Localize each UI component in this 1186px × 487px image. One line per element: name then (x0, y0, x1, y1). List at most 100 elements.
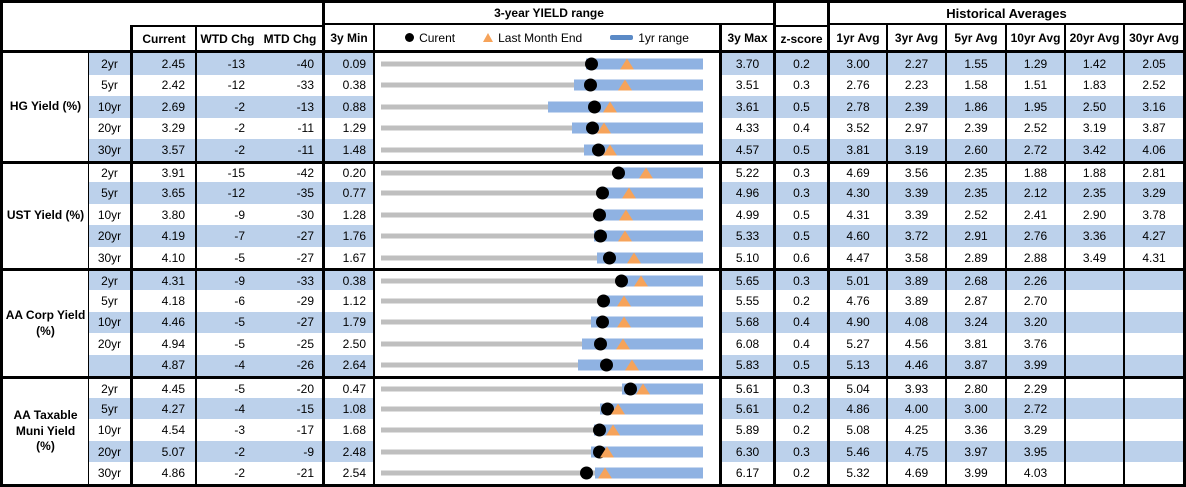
col-header-avg-4: 20yr Avg (1064, 25, 1123, 53)
legend-items: Curent Last Month End 1yr range (375, 32, 719, 44)
range-bar-1yr (594, 424, 703, 436)
cell-wtd-chg: -4 (195, 397, 258, 420)
range-track-3y (381, 319, 703, 325)
col-header-avg-0: 1yr Avg (827, 25, 886, 53)
tenor-label: 30yr (88, 139, 130, 161)
cell-z-score: 0.6 (773, 246, 827, 269)
range-track-3y (381, 61, 703, 67)
cell-avg-1: 2.97 (886, 117, 945, 140)
cell-avg-3: 2.29 (1005, 376, 1064, 398)
range-bar-1yr (582, 338, 703, 350)
cell-wtd-chg: -2 (195, 96, 258, 118)
cell-avg-1: 4.00 (886, 397, 945, 420)
col-header-current: Current (130, 25, 195, 53)
tenor-label: 5yr (88, 290, 130, 312)
cell-avg-1: 2.27 (886, 53, 945, 75)
cell-3y-min: 1.79 (322, 311, 373, 334)
cell-avg-1: 3.39 (886, 203, 945, 226)
cell-mtd-chg: -9 (258, 440, 322, 463)
range-bar-1yr (593, 230, 703, 242)
cell-z-score: 0.5 (773, 203, 827, 226)
cell-avg-2: 3.99 (945, 462, 1005, 484)
cell-z-score: 0.3 (773, 160, 827, 183)
last-month-end-marker-icon (615, 338, 630, 350)
cell-3y-min: 1.67 (322, 246, 373, 269)
cell-3y-max: 5.33 (719, 225, 773, 247)
current-marker-icon (593, 229, 607, 243)
cell-avg-1: 2.39 (886, 96, 945, 118)
yield-range-chart (373, 139, 719, 161)
cell-avg-3: 2.72 (1005, 397, 1064, 420)
cell-3y-max: 6.30 (719, 440, 773, 463)
cell-avg-2: 1.58 (945, 74, 1005, 97)
cell-avg-1: 3.89 (886, 268, 945, 291)
tenor-label: 10yr (88, 311, 130, 334)
cell-avg-4 (1064, 440, 1123, 463)
cell-wtd-chg: -5 (195, 376, 258, 398)
range-track-3y (381, 298, 703, 304)
cell-wtd-chg: -2 (195, 139, 258, 161)
cell-current: 2.45 (130, 53, 195, 75)
cell-avg-4 (1064, 462, 1123, 484)
cell-mtd-chg: -11 (297, 121, 314, 136)
last-month-end-marker-icon (622, 187, 637, 199)
cell-avg-4: 3.36 (1064, 225, 1123, 247)
cell-z-score: 0.5 (773, 139, 827, 161)
cell-avg-1: 3.58 (886, 246, 945, 269)
range-bar-1yr (577, 359, 703, 371)
cell-avg-0: 4.69 (827, 160, 886, 183)
range-bar-1yr (619, 275, 703, 287)
range-bar-1yr (584, 144, 703, 156)
group-label: HG Yield (%) (9, 99, 82, 114)
cell-3y-min: 2.50 (322, 333, 373, 355)
cell-3y-min: 0.47 (322, 376, 373, 398)
tenor-label: 5yr (88, 74, 130, 97)
cell-avg-5: 4.31 (1123, 246, 1183, 269)
cell-avg-4 (1064, 397, 1123, 420)
range-track-3y (381, 386, 703, 392)
current-marker-icon (405, 33, 415, 42)
cell-mtd-chg: -26 (258, 354, 322, 377)
yield-range-chart (373, 397, 719, 420)
range-bar-1yr (590, 446, 703, 458)
cell-avg-4 (1064, 311, 1123, 334)
cell-current: 4.45 (130, 376, 195, 398)
cell-3y-max: 6.08 (719, 333, 773, 355)
yield-range-chart (373, 74, 719, 97)
tenor-label: 10yr (88, 96, 130, 118)
range-bar-1yr (599, 403, 703, 415)
yield-range-chart (373, 96, 719, 118)
cell-current: 4.27 (130, 397, 195, 420)
last-month-end-marker-icon (617, 79, 632, 91)
cell-z-score: 0.2 (773, 462, 827, 484)
tenor-label: 10yr (88, 203, 130, 226)
last-month-end-marker-icon (611, 403, 626, 415)
legend-item: Last Month End (483, 32, 582, 44)
range-track-3y (381, 255, 703, 261)
range-track-3y (381, 147, 703, 153)
cell-avg-5: 4.27 (1123, 225, 1183, 247)
cell-avg-3: 3.95 (1005, 440, 1064, 463)
cell-avg-5: 3.16 (1123, 96, 1183, 118)
cell-3y-min: 0.09 (322, 53, 373, 75)
cell-mtd-chg: -20 (258, 376, 322, 398)
last-month-end-marker-icon (617, 295, 632, 307)
range-track-3y (381, 125, 703, 131)
cell-current: 4.54 (130, 419, 195, 441)
range-track-3y (381, 278, 703, 284)
cell-avg-3: 3.76 (1005, 333, 1064, 355)
cell-avg-0: 5.01 (827, 268, 886, 291)
last-month-end-marker-icon (625, 359, 640, 371)
range-section-title: 3-year YIELD range (322, 3, 773, 25)
tenor-label: 30yr (88, 462, 130, 484)
cell-avg-0: 4.86 (827, 397, 886, 420)
last-month-end-marker-icon (617, 230, 632, 242)
cell-avg-2: 2.87 (945, 290, 1005, 312)
cell-3y-max: 5.61 (719, 376, 773, 398)
cell-avg-3: 2.76 (1005, 225, 1064, 247)
last-month-end-marker-icon (605, 424, 620, 436)
header-blank-labels (3, 25, 130, 53)
cell-avg-5 (1123, 268, 1183, 291)
cell-avg-1: 4.46 (886, 354, 945, 377)
cell-avg-4: 1.88 (1064, 160, 1123, 183)
